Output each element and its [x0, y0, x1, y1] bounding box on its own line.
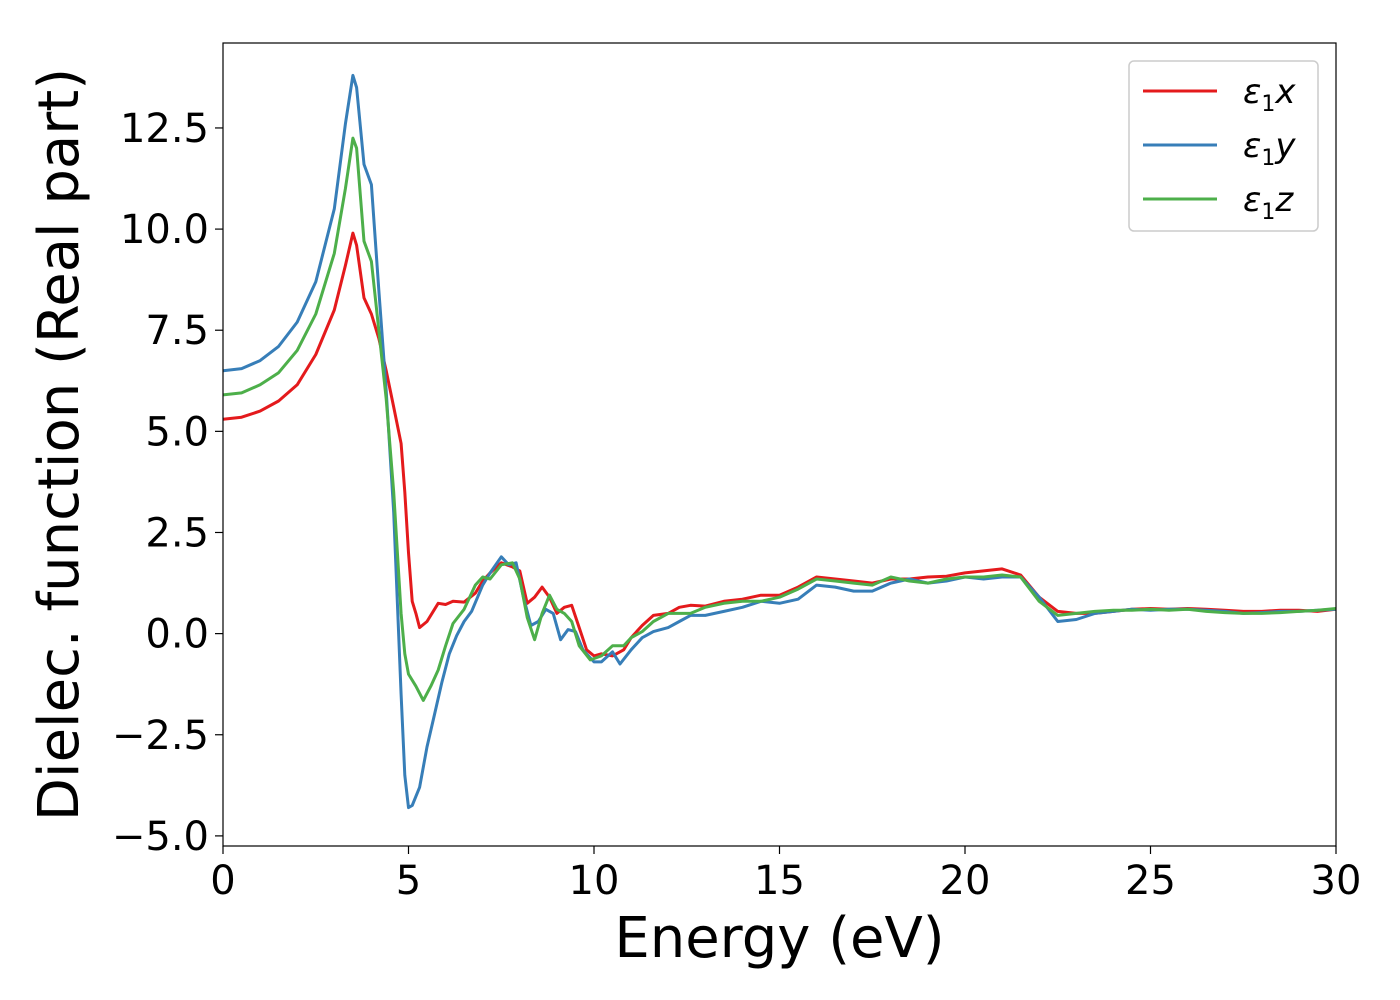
y-tick-label: 7.5: [145, 308, 209, 354]
x-tick-label: 20: [940, 858, 991, 904]
x-axis: 0 5 10 15 20 25 30: [210, 846, 1361, 904]
legend: ε1x ε1y ε1z: [1128, 60, 1319, 232]
series-layer: [223, 73, 1336, 810]
legend-label-x: ε1x: [1243, 72, 1296, 117]
y-tick-label: 5.0: [145, 409, 209, 455]
y-tick-label: 2.5: [145, 510, 209, 556]
x-axis-title: Energy (eV): [614, 906, 944, 971]
x-tick-label: 25: [1125, 858, 1176, 904]
series-line-z: [223, 136, 1336, 702]
y-axis: −5.0 −2.5 0.0 2.5 5.0 7.5 10.0 12.5: [112, 106, 223, 860]
y-tick-label: 12.5: [120, 106, 209, 152]
legend-box: [1128, 60, 1319, 232]
x-tick-label: 30: [1311, 858, 1362, 904]
y-tick-label: 0.0: [145, 612, 209, 658]
y-axis-title: Dielec. function (Real part): [27, 68, 92, 821]
x-tick-label: 10: [569, 858, 620, 904]
legend-label-z: ε1z: [1243, 180, 1294, 225]
y-tick-label: −2.5: [112, 713, 209, 759]
x-tick-label: 15: [754, 858, 805, 904]
series-line-y: [223, 73, 1336, 810]
y-tick-label: 10.0: [120, 207, 209, 253]
x-tick-label: 0: [210, 858, 235, 904]
legend-label-y: ε1y: [1243, 126, 1296, 171]
y-tick-label: −5.0: [112, 814, 209, 860]
x-tick-label: 5: [396, 858, 421, 904]
